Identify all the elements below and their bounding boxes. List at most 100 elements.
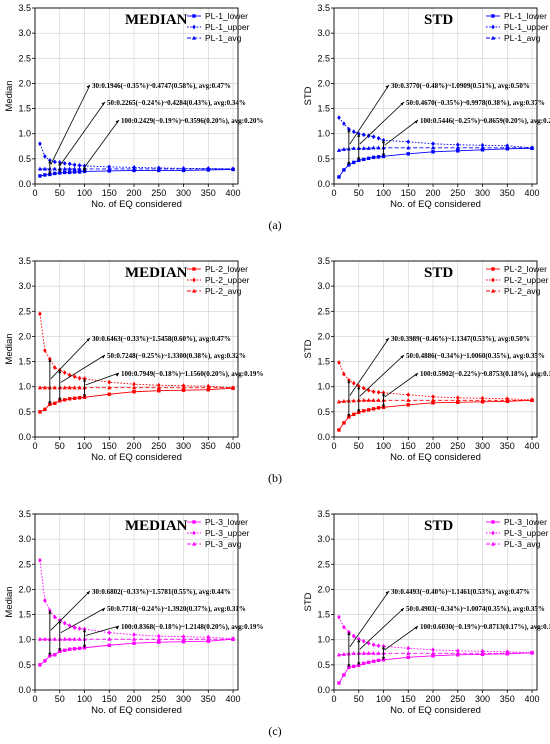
pointer-head (414, 626, 418, 630)
annotation-label: 50:0.4886(−0.34%)~1.0060(0.35%), avg:0.3… (406, 352, 545, 360)
y-tick-label: 2.5 (18, 306, 31, 316)
legend-label: PL-2_avg (205, 286, 242, 296)
data-point (157, 389, 161, 393)
pointer-line (85, 625, 120, 636)
plot-frame (34, 7, 239, 185)
x-tick-label: 300 (176, 694, 191, 704)
chart-panel-2: 0 50 100 150 200 250 300 350 400 0.0 0.5 1.0 1.5 2.0 2… (303, 3, 550, 210)
x-tick-label: 400 (226, 441, 241, 451)
data-point (406, 397, 411, 402)
series-line (39, 313, 234, 389)
legend-label: PL-3_lower (205, 517, 248, 527)
y-tick-label: 0.0 (18, 685, 31, 695)
data-point (371, 642, 376, 648)
data-point (371, 145, 376, 150)
x-tick-label: 200 (127, 694, 142, 704)
x-tick-label: 300 (475, 188, 490, 198)
x-tick-label: 100 (376, 694, 391, 704)
legend-marker (191, 35, 197, 40)
data-point (77, 646, 82, 650)
data-point (67, 647, 72, 651)
data-point (431, 654, 435, 658)
annotation-50: 50:0.4903(−0.34%)~1.0074(0.35%), avg:0.3… (357, 605, 545, 666)
y-tick-label: 1.5 (317, 357, 330, 367)
chart-title: STD (424, 265, 453, 281)
annotation-100: 100:0.5446(−0.25%)~0.8659(0.20%), avg:0.… (381, 117, 550, 157)
data-point (455, 650, 460, 655)
chart-title: STD (424, 518, 453, 534)
annotation-30: 30:0.6463(−0.33%)~1.5458(0.60%), avg:0.4… (48, 335, 231, 405)
legend-label: PL-3_upper (205, 528, 250, 538)
data-point (131, 166, 137, 171)
data-point (336, 399, 342, 404)
data-point (347, 377, 351, 383)
series-PL-3_avg (37, 636, 236, 641)
arrow-head-low (357, 157, 361, 161)
data-point (72, 166, 77, 171)
data-point (156, 385, 161, 390)
chart-panel-4: 0 50 100 150 200 250 300 350 400 0.0 0.5 1.0 1.5 2.0 2… (303, 256, 550, 463)
data-point (342, 371, 346, 377)
y-tick-label: 1.5 (18, 610, 31, 620)
pointer-line (384, 372, 419, 398)
annotation-30: 30:0.6802(−0.33%)~1.5781(0.55%), avg:0.4… (48, 588, 231, 656)
data-point (206, 388, 210, 392)
data-point (38, 410, 42, 414)
legend-label: PL-1_upper (504, 22, 549, 32)
x-axis-label: No. of EQ considered (390, 199, 481, 210)
series-line (39, 387, 234, 413)
data-point (77, 375, 82, 381)
x-tick-label: 300 (475, 441, 490, 451)
data-point (376, 658, 381, 663)
y-axis-label: Median (4, 333, 15, 364)
y-axis-label: Median (4, 586, 15, 617)
data-point (361, 132, 366, 138)
data-point (37, 385, 43, 390)
data-point (480, 148, 485, 152)
legend-label: PL-1_lower (504, 11, 547, 21)
series-line (338, 147, 533, 178)
y-tick-label: 0.0 (317, 432, 330, 442)
arrow-head-high (82, 629, 87, 633)
arrow-head-high (48, 160, 52, 164)
legend-label: PL-3_upper (504, 528, 549, 538)
pointer-line (359, 101, 405, 145)
annotation-label: 30:0.3989(−0.46%)~1.1347(0.53%), avg:0.5… (391, 335, 530, 343)
data-point (406, 392, 411, 398)
arrow-head-low (347, 413, 351, 417)
data-point (67, 170, 72, 175)
legend-label: PL-3_avg (205, 539, 242, 549)
x-tick-label: 350 (201, 188, 216, 198)
data-point (361, 638, 366, 644)
data-point (361, 385, 366, 391)
annotation-label: 100:0.6030(−0.19%)~0.8713(0.17%), avg:0.… (420, 623, 550, 631)
annotation-30: 30:0.1946(−0.35%)~0.4747(0.58%), avg:0.4… (48, 82, 231, 175)
data-point (43, 407, 47, 412)
pointer-line (85, 119, 120, 167)
data-point (529, 145, 535, 150)
data-point (371, 659, 376, 664)
data-point (341, 147, 347, 151)
y-tick-label: 2.5 (317, 559, 330, 569)
data-point (107, 169, 111, 173)
annotation-label: 50:0.7248(−0.25%)~1.3300(0.38%), avg:0.3… (107, 352, 246, 360)
arrow-head-high (357, 639, 361, 643)
data-point (107, 392, 111, 396)
y-tick-label: 2.5 (317, 306, 330, 316)
pointer-head (86, 338, 90, 342)
data-point (347, 665, 351, 670)
series-line (39, 638, 234, 666)
data-point (431, 401, 435, 405)
annotation-label: 50:0.4670(−0.35%)~0.9978(0.38%), avg:0.3… (406, 99, 545, 107)
x-tick-label: 250 (450, 441, 465, 451)
data-point (342, 673, 346, 677)
x-tick-label: 300 (176, 188, 191, 198)
annotation-50: 50:0.4886(−0.34%)~1.0060(0.35%), avg:0.3… (357, 352, 545, 413)
arrow-head-high (381, 140, 386, 144)
legend-marker (191, 288, 197, 293)
x-tick-label: 150 (102, 441, 117, 451)
data-point (455, 648, 460, 654)
data-point (38, 663, 42, 667)
data-point (381, 658, 386, 662)
annotation-label: 100:0.8368(−0.18%)~1.2148(0.20%), avg:0.… (121, 623, 263, 631)
